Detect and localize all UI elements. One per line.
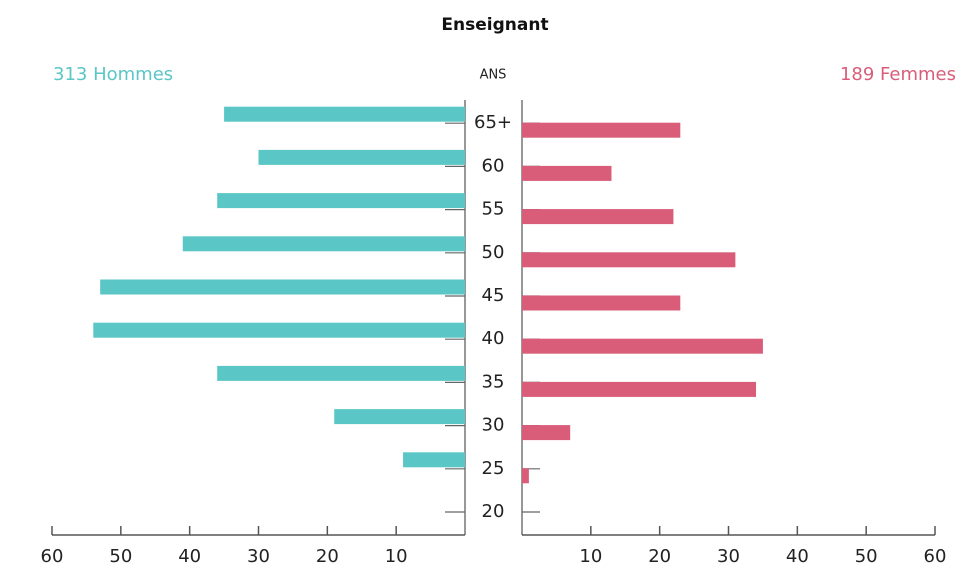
bar-women — [522, 381, 757, 397]
bar-men — [182, 236, 466, 252]
x-tick-label: 50 — [855, 546, 878, 567]
legend-left: 313 Hommes — [53, 64, 173, 85]
age-label: 30 — [482, 415, 505, 436]
bar-women — [522, 338, 763, 354]
age-label: 20 — [482, 501, 505, 522]
age-label: 45 — [482, 285, 505, 306]
x-tick-label: 20 — [648, 546, 671, 567]
bar-men — [403, 452, 465, 468]
bar-women — [522, 252, 736, 268]
x-tick-label: 50 — [109, 546, 132, 567]
age-label: 40 — [482, 328, 505, 349]
x-tick-label: 30 — [717, 546, 740, 567]
bar-men — [93, 322, 466, 338]
axis-label: ANS — [480, 68, 507, 83]
x-tick-label: 10 — [385, 546, 408, 567]
legend-right: 189 Femmes — [840, 64, 956, 85]
bar-women — [522, 295, 681, 311]
age-label: 50 — [482, 242, 505, 263]
age-label: 65+ — [474, 112, 512, 133]
bar-women — [522, 425, 571, 441]
x-tick-label: 40 — [178, 546, 201, 567]
bar-women — [522, 165, 612, 181]
bar-men — [224, 106, 465, 122]
bar-men — [217, 193, 465, 209]
x-tick-label: 60 — [924, 546, 947, 567]
x-tick-label: 60 — [41, 546, 64, 567]
x-tick-label: 10 — [579, 546, 602, 567]
age-label: 25 — [482, 458, 505, 479]
x-tick-label: 30 — [247, 546, 270, 567]
bar-men — [334, 409, 465, 425]
bar-women — [522, 122, 681, 138]
bar-women — [522, 468, 529, 484]
age-label: 60 — [482, 155, 505, 176]
bar-women — [522, 209, 674, 225]
chart-title: Enseignant — [441, 15, 548, 35]
bar-men — [100, 279, 465, 295]
bar-men — [217, 365, 465, 381]
bar-men — [258, 149, 465, 165]
age-label: 55 — [482, 199, 505, 220]
age-label: 35 — [482, 371, 505, 392]
x-tick-label: 40 — [786, 546, 809, 567]
x-tick-label: 20 — [316, 546, 339, 567]
